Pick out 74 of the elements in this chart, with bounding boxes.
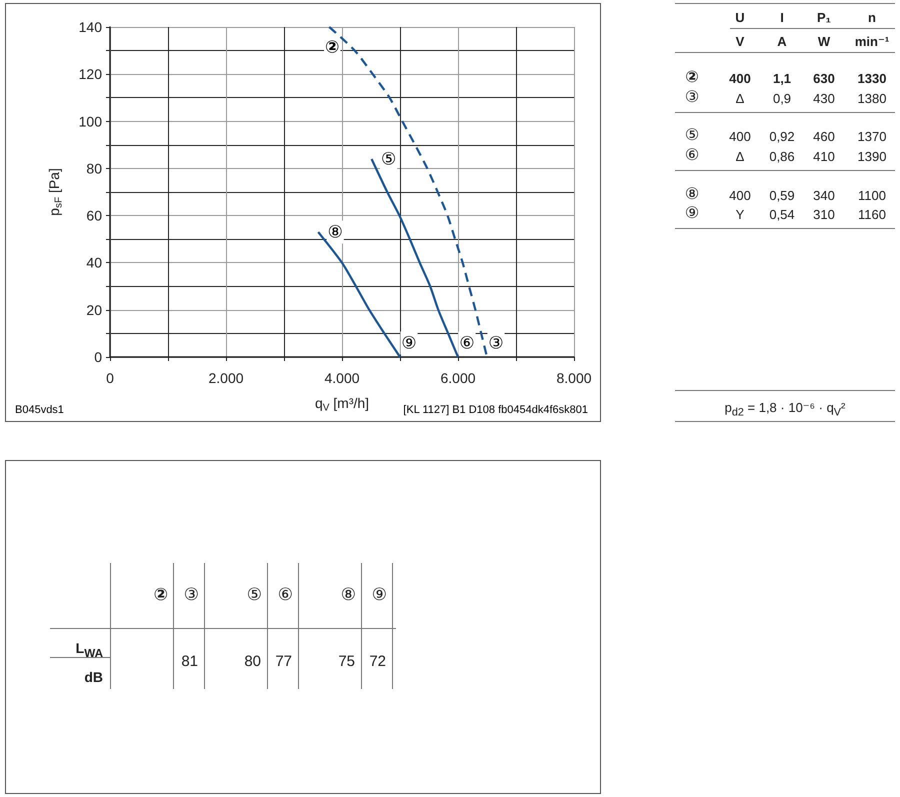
text: 400 xyxy=(729,70,751,86)
text: 1,1 xyxy=(772,70,792,86)
y-tick-label: 20 xyxy=(86,302,102,318)
x-tick-label: 4.000 xyxy=(324,370,360,386)
text: W xyxy=(818,34,830,48)
y-tick-label: 120 xyxy=(78,66,102,82)
category-label: ⑥ xyxy=(278,584,293,604)
text: Δ xyxy=(736,148,744,164)
annotation: ③ xyxy=(488,334,504,352)
text: 1380 xyxy=(858,90,886,106)
text: ⑧ xyxy=(684,186,700,203)
text: 400 xyxy=(729,188,751,202)
x-tick-label: 6.000 xyxy=(440,370,476,386)
text: min⁻¹ xyxy=(854,34,890,48)
category-label: ⑧ xyxy=(340,584,356,604)
text: p$_{d2}$ = 1,8 · 10⁻⁶ · q$_{V}$² xyxy=(724,400,846,418)
text: 0,54 xyxy=(769,206,795,222)
text: ② xyxy=(685,69,699,86)
text: 1160 xyxy=(858,206,886,222)
text: 410 xyxy=(813,148,835,164)
text: 0,86 xyxy=(769,148,795,164)
y-tick-label: 80 xyxy=(86,160,102,176)
annotation: ⑧ xyxy=(328,222,343,242)
annotation: ⑤ xyxy=(380,150,396,168)
text: L$_{WA}$ xyxy=(76,640,103,660)
category-label: ⑨ xyxy=(372,584,387,604)
text: A xyxy=(777,34,787,48)
text: I xyxy=(780,10,784,24)
text: ③ xyxy=(684,89,700,106)
text: 460 xyxy=(813,128,835,144)
annotation: ⑨ xyxy=(401,334,417,352)
category-label: ② xyxy=(154,584,168,604)
x-tick-label: 8.000 xyxy=(556,370,592,386)
text: 0,9 xyxy=(772,90,792,106)
text: Y xyxy=(736,206,744,222)
x-tick-label: 0 xyxy=(106,370,114,386)
data-label: 75 xyxy=(338,652,355,670)
text: B045vds1 xyxy=(15,404,64,416)
y-tick-label: 0 xyxy=(94,349,102,365)
category-label: ③ xyxy=(184,584,199,604)
data-label: 77 xyxy=(275,652,292,670)
y-tick-label: 40 xyxy=(86,254,102,271)
text: 0,59 xyxy=(769,188,795,202)
text: 400 xyxy=(729,128,751,144)
text: 310 xyxy=(813,206,835,222)
annotation: ② xyxy=(325,38,340,56)
y-tick-label: 140 xyxy=(78,19,102,35)
text: V xyxy=(736,34,744,48)
text: ⑥ xyxy=(684,147,700,164)
category-label: ⑤ xyxy=(246,584,262,604)
data-label: 72 xyxy=(369,652,386,670)
data-label: 81 xyxy=(181,652,198,670)
text: 630 xyxy=(813,70,835,86)
text: P₁ xyxy=(816,10,832,24)
y-axis-title: psF [Pa] xyxy=(46,168,64,216)
text: Δ xyxy=(736,90,744,106)
text: 0,92 xyxy=(769,128,795,144)
text: 340 xyxy=(813,188,835,202)
text: 1330 xyxy=(858,70,886,86)
y-tick-label: 60 xyxy=(86,208,102,224)
text: ⑨ xyxy=(684,205,700,222)
text: n xyxy=(868,10,876,24)
text: 1390 xyxy=(858,148,886,164)
annotation: ⑥ xyxy=(459,334,475,352)
text: dB xyxy=(84,669,103,685)
data-label: 80 xyxy=(244,652,261,670)
x-tick-label: 2.000 xyxy=(208,370,244,386)
y-tick-label: 100 xyxy=(78,113,102,130)
text: [KL 1127] B1 D108 fb0454dk4f6sk801 xyxy=(403,404,588,416)
text: U xyxy=(735,10,745,24)
text: 1100 xyxy=(858,188,886,202)
text: ⑤ xyxy=(684,127,700,144)
text: 1370 xyxy=(858,128,886,144)
text: 430 xyxy=(813,90,835,106)
